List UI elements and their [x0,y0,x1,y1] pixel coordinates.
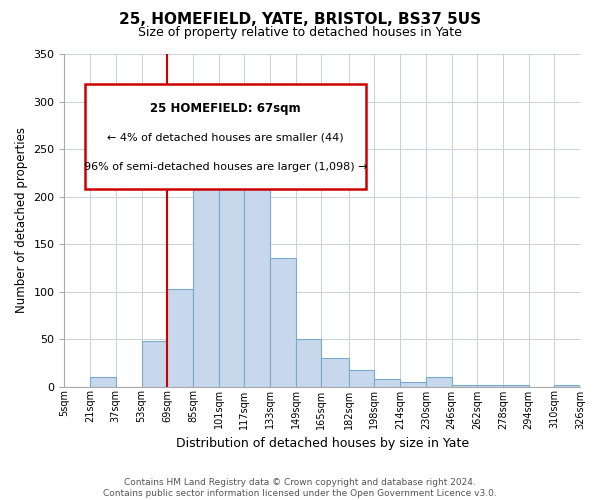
Bar [477,384,503,386]
Text: Contains HM Land Registry data © Crown copyright and database right 2024.
Contai: Contains HM Land Registry data © Crown c… [103,478,497,498]
Bar [452,384,477,386]
Bar [142,341,167,386]
Text: 25 HOMEFIELD: 67sqm: 25 HOMEFIELD: 67sqm [150,102,301,115]
Bar [374,379,400,386]
Bar [503,384,529,386]
Bar [554,384,580,386]
FancyBboxPatch shape [85,84,366,188]
Bar [322,358,349,386]
Text: 25, HOMEFIELD, YATE, BRISTOL, BS37 5US: 25, HOMEFIELD, YATE, BRISTOL, BS37 5US [119,12,481,28]
Bar [167,288,193,386]
Y-axis label: Number of detached properties: Number of detached properties [15,128,28,314]
X-axis label: Distribution of detached houses by size in Yate: Distribution of detached houses by size … [176,437,469,450]
Bar [244,178,270,386]
Bar [426,377,452,386]
Bar [270,258,296,386]
Bar [349,370,374,386]
Bar [296,339,322,386]
Bar [218,154,244,386]
Bar [400,382,426,386]
Text: Size of property relative to detached houses in Yate: Size of property relative to detached ho… [138,26,462,39]
Text: 96% of semi-detached houses are larger (1,098) →: 96% of semi-detached houses are larger (… [84,162,367,172]
Bar [193,127,218,386]
Bar [90,377,116,386]
Text: ← 4% of detached houses are smaller (44): ← 4% of detached houses are smaller (44) [107,132,344,142]
